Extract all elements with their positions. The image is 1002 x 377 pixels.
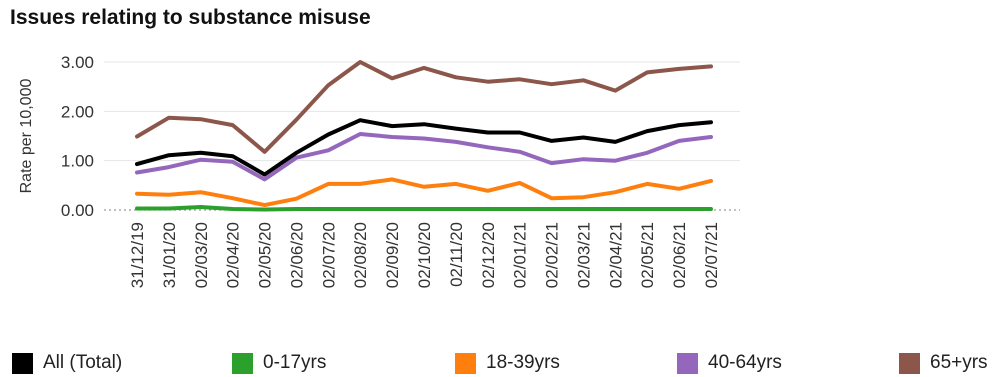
legend-item[interactable]: 40-64yrs [677,352,782,374]
legend-swatch [12,352,33,374]
x-tick-label: 02/02/21 [543,222,562,288]
line-chart: 0.00 1.00 2.00 3.00 31/12/19 31/01/20 02/03/20… [18,53,740,288]
gridlines [104,61,740,162]
x-tick-label: 02/04/20 [224,222,243,288]
legend: All (Total) 0-17yrs 18-39yrs 40-64yrs 65+yrs [0,352,1002,377]
chart-title: Issues relating to substance misuse [10,6,371,29]
x-tick-label: 02/12/20 [479,222,498,288]
legend-item[interactable]: 0-17yrs [232,352,326,374]
legend-label: 0-17yrs [263,352,327,373]
x-tick-label: 02/07/21 [702,222,721,288]
x-tick-label: 02/08/20 [351,222,370,288]
legend-swatch [232,352,253,374]
x-tick-label: 31/01/20 [160,222,179,288]
x-tick-label: 31/12/19 [128,222,147,288]
y-tick-label: 1.00 [61,152,94,171]
x-tick-label: 02/09/20 [383,222,402,288]
x-tick-label: 02/06/20 [287,222,306,288]
series-line-0-17yrs [135,205,713,212]
x-tick-label: 02/11/20 [447,222,466,287]
legend-label: 40-64yrs [708,352,782,373]
x-tick-label: 02/03/21 [574,222,593,288]
y-tick-label: 0.00 [61,201,94,220]
series-line-40-64yrs [135,132,713,182]
tick-labels: 0.00 1.00 2.00 3.00 31/12/19 31/01/20 02/03/20… [61,53,721,288]
x-tick-label: 02/05/21 [638,222,657,288]
legend-item[interactable]: 65+yrs [899,352,988,374]
legend-swatch [899,352,920,374]
legend-item[interactable]: All (Total) [12,352,122,374]
x-tick-label: 02/06/21 [670,222,689,288]
legend-label: 65+yrs [930,352,988,373]
legend-label: All (Total) [43,352,123,373]
x-tick-label: 02/07/20 [319,222,338,288]
x-tick-label: 02/10/20 [415,222,434,288]
y-tick-label: 2.00 [61,102,94,121]
series-line-18-39yrs [135,177,713,208]
x-tick-label: 02/01/21 [511,222,530,288]
legend-swatch [455,352,476,374]
series-line-65-yrs [135,60,713,154]
y-axis-label: Rate per 10,000 [18,79,35,194]
series-line-all-total [135,118,713,177]
x-tick-label: 02/04/21 [606,222,625,288]
legend-swatch [677,352,698,374]
x-tick-label: 02/03/20 [192,222,211,288]
legend-item[interactable]: 18-39yrs [455,352,560,374]
x-tick-label: 02/05/20 [256,222,275,288]
y-tick-label: 3.00 [61,53,94,72]
legend-label: 18-39yrs [486,352,560,373]
series-lines [135,60,713,212]
